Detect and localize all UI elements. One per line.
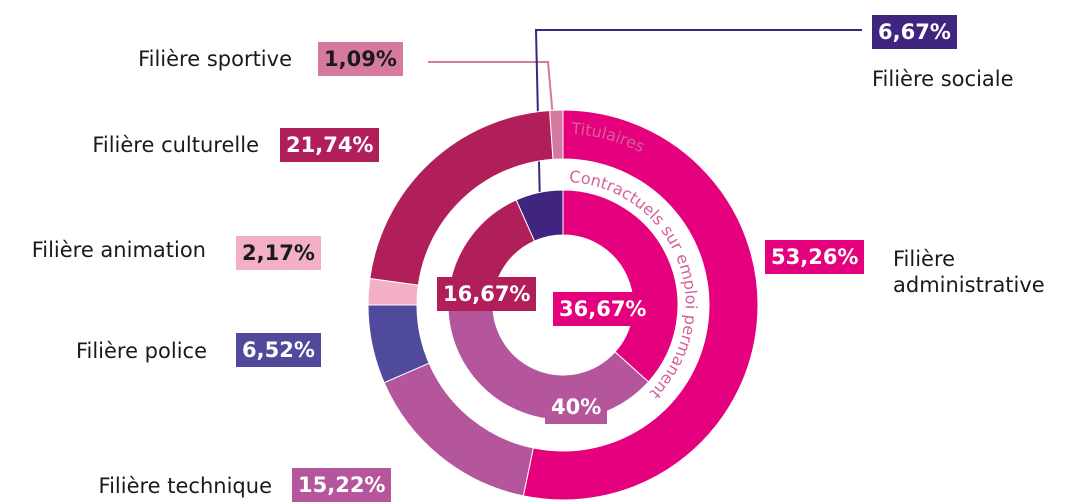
category-label: Filière administrative	[893, 247, 1045, 297]
leader-line	[428, 61, 554, 119]
value-label: 36,67%	[553, 292, 653, 326]
category-label: Filière technique	[98, 474, 272, 498]
donut-segment	[549, 109, 564, 160]
value-label: 6,67%	[872, 15, 957, 49]
value-label: 6,52%	[236, 333, 321, 367]
category-label: Filière animation	[31, 238, 206, 262]
value-label: 2,17%	[236, 236, 321, 270]
donut-segment	[562, 189, 679, 383]
category-label: Filière sportive	[138, 47, 292, 71]
value-label: 15,22%	[292, 468, 392, 502]
category-label: Filière sociale	[872, 67, 1014, 91]
value-label: 21,74%	[280, 128, 380, 162]
donut-segment	[515, 189, 564, 242]
category-label: Filière culturelle	[92, 133, 259, 157]
value-label: 1,09%	[318, 42, 403, 76]
donut-segment	[522, 109, 759, 501]
value-label: 53,26%	[765, 240, 865, 274]
value-label: 40%	[545, 390, 608, 424]
category-label: Filière police	[75, 339, 207, 363]
value-label: 16,67%	[437, 277, 537, 311]
